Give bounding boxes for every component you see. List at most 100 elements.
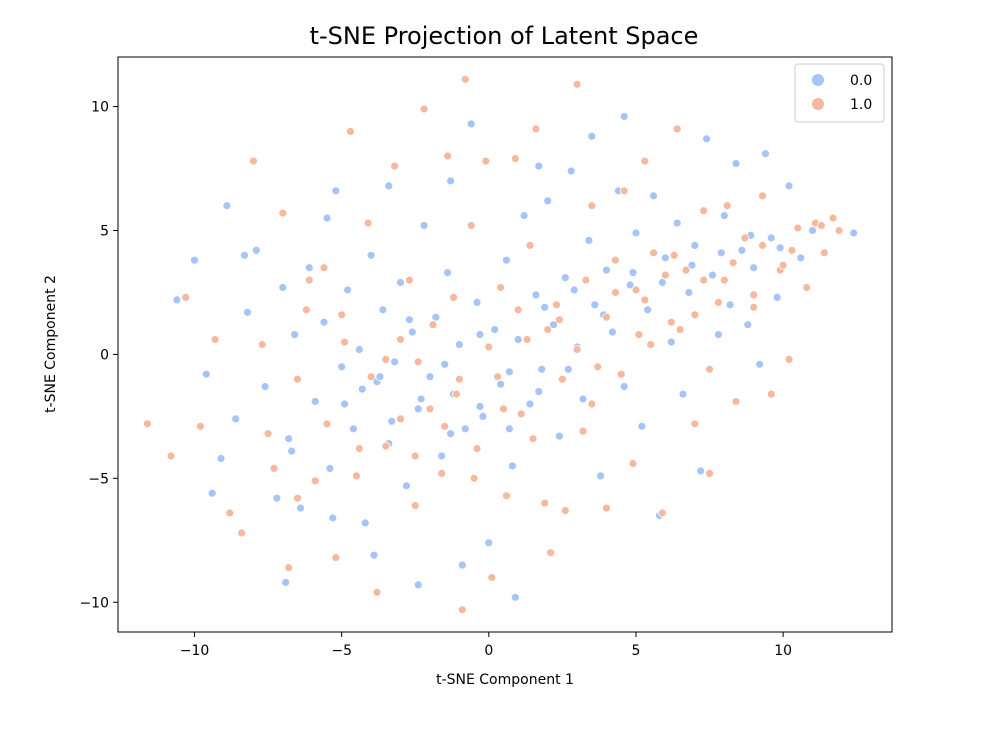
scatter-point-series-0-59: [578, 394, 588, 404]
scatter-point-series-1-48: [578, 426, 588, 436]
scatter-point-series-1-124: [616, 369, 626, 379]
scatter-point-series-0-108: [322, 213, 332, 223]
scatter-point-series-0-22: [360, 518, 370, 528]
scatter-point-series-0-62: [596, 471, 605, 481]
scatter-point-series-1-101: [484, 342, 494, 352]
scatter-point-series-1-127: [705, 364, 714, 374]
scatter-point-series-1-6: [237, 528, 247, 538]
scatter-point-series-1-82: [449, 292, 458, 302]
scatter-point-series-0-23: [366, 250, 376, 260]
scatter-point-series-0-57: [566, 166, 576, 176]
scatter-point-series-0-36: [443, 268, 453, 278]
scatter-point-series-1-91: [728, 258, 738, 268]
y-tick-label: 10: [91, 100, 109, 116]
scatter-point-series-1-52: [611, 288, 620, 297]
scatter-point-series-1-15: [319, 263, 329, 273]
scatter-point-series-1-103: [543, 325, 553, 335]
scatter-point-series-0-70: [643, 305, 653, 315]
scatter-point-series-1-7: [248, 156, 258, 166]
scatter-point-series-1-21: [372, 587, 382, 597]
scatter-point-series-1-83: [493, 372, 503, 382]
scatter-point-series-0-119: [540, 302, 550, 312]
scatter-point-series-0-46: [502, 255, 511, 265]
scatter-point-series-0-74: [666, 337, 676, 347]
scatter-point-series-0-77: [684, 288, 694, 297]
scatter-point-series-1-40: [516, 409, 526, 419]
scatter-point-series-1-36: [487, 573, 497, 582]
scatter-point-series-1-28: [428, 320, 438, 330]
scatter-point-series-1-88: [640, 295, 650, 305]
scatter-point-series-1-90: [699, 275, 709, 285]
scatter-point-series-0-68: [631, 228, 641, 238]
scatter-point-series-1-100: [454, 374, 464, 384]
scatter-point-series-0-11: [290, 330, 300, 340]
scatter-point-series-1-97: [366, 372, 376, 382]
scatter-point-series-0-5: [243, 307, 252, 317]
scatter-point-series-1-4: [210, 335, 220, 344]
scatter-point-series-1-125: [646, 340, 656, 349]
scatter-point-series-1-114: [322, 419, 332, 429]
scatter-point-series-0-4: [231, 414, 241, 424]
scatter-point-series-1-16: [331, 553, 341, 562]
scatter-point-series-1-30: [443, 151, 453, 161]
scatter-point-series-1-3: [195, 421, 205, 431]
ticks-layer: −10 −5 0 5 10 −10 −5 0 5 10: [79, 100, 792, 659]
scatter-point-series-0-42: [478, 411, 488, 421]
scatter-point-series-1-67: [731, 397, 741, 406]
scatter-point-series-1-17: [340, 337, 350, 347]
scatter-point-series-0-90: [761, 149, 770, 159]
scatter-point-series-1-38: [502, 491, 511, 501]
legend-label-1: 1.0: [850, 97, 872, 113]
scatter-point-series-0-80: [702, 134, 711, 144]
scatter-point-series-1-92: [758, 240, 767, 250]
scatter-point-series-1-56: [640, 156, 650, 166]
scatter-point-series-1-85: [552, 300, 561, 310]
legend-marker-0: [812, 74, 824, 86]
scatter-point-series-0-28: [396, 278, 405, 287]
scatter-point-series-1-53: [619, 186, 629, 196]
scatter-point-series-0-133: [504, 424, 514, 434]
scatter-point-series-0-89: [755, 359, 764, 369]
scatter-point-series-0-96: [849, 228, 859, 238]
scatter-point-series-1-51: [602, 503, 611, 513]
legend: 0.0 1.0: [794, 63, 885, 123]
scatter-point-series-0-127: [775, 243, 785, 253]
scatter-point-series-1-46: [560, 506, 570, 516]
x-tick-label: 5: [632, 643, 641, 659]
scatter-point-series-0-130: [416, 394, 426, 404]
scatter-point-series-1-80: [460, 74, 470, 84]
scatter-point-series-0-113: [340, 399, 350, 409]
scatter-point-series-1-50: [593, 362, 603, 372]
scatter-point-series-1-47: [572, 79, 582, 89]
scatter-point-series-0-49: [519, 211, 529, 221]
scatter-point-series-0-115: [404, 315, 414, 325]
scatter-point-series-1-20: [363, 218, 373, 228]
scatter-point-series-1-102: [513, 305, 523, 315]
scatter-point-series-0-48: [513, 335, 523, 344]
scatter-point-series-0-20: [348, 424, 358, 434]
scatter-point-series-0-8: [272, 493, 282, 503]
scatter-point-series-1-123: [587, 399, 597, 409]
scatter-point-series-0-1: [201, 369, 211, 379]
scatter-point-series-0-103: [413, 580, 423, 590]
scatter-point-series-1-120: [499, 404, 508, 414]
y-tick-label: −10: [79, 595, 109, 611]
scatter-point-series-1-44: [546, 548, 555, 558]
scatter-point-series-0-104: [457, 560, 467, 570]
scatter-point-series-1-55: [634, 330, 644, 340]
scatter-point-series-1-54: [628, 459, 638, 468]
scatter-point-series-1-122: [558, 374, 567, 384]
scatter-point-series-0-86: [737, 245, 747, 255]
scatter-point-series-0-105: [510, 592, 520, 602]
scatter-point-series-0-35: [437, 451, 447, 461]
scatter-point-series-0-123: [658, 278, 667, 287]
scatter-point-series-0-6: [251, 245, 261, 255]
scatter-point-series-0-15: [319, 317, 329, 327]
x-tick-label: 10: [774, 643, 792, 659]
scatter-point-series-1-45: [555, 315, 564, 325]
scatter-point-series-1-61: [681, 265, 691, 275]
chart-title: t-SNE Projection of Latent Space: [310, 22, 699, 50]
scatter-point-series-1-58: [658, 508, 667, 518]
scatter-point-series-0-33: [425, 372, 435, 382]
